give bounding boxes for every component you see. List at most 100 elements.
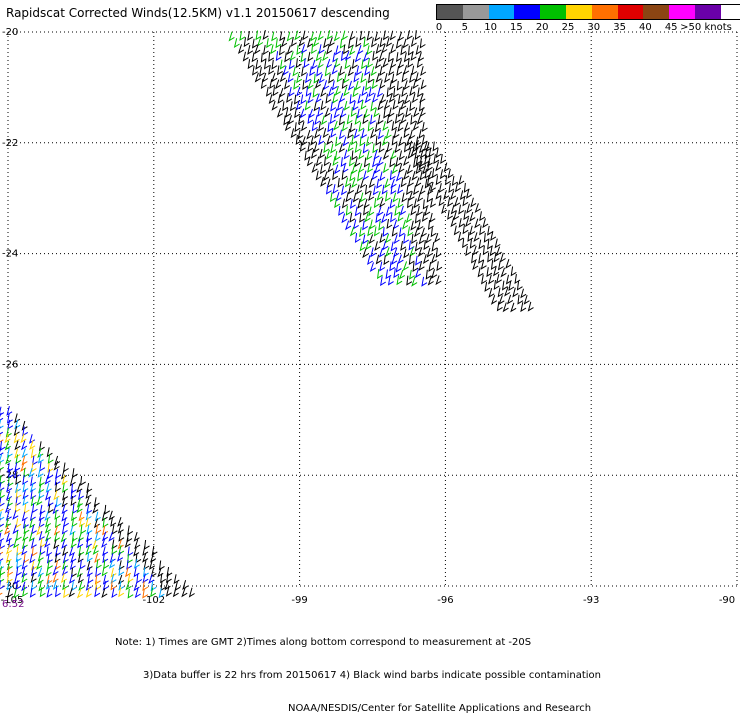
wind-barb <box>262 45 269 55</box>
wind-barb <box>102 517 109 528</box>
wind-barb <box>4 525 11 535</box>
wind-barb <box>80 524 87 535</box>
wind-barb <box>111 539 118 550</box>
wind-barb <box>52 504 59 515</box>
wind-barb <box>417 52 425 62</box>
wind-barb <box>403 128 410 139</box>
wind-barb <box>333 31 340 42</box>
wind-barb <box>277 93 284 104</box>
wind-barb <box>338 129 345 140</box>
wind-barb <box>415 155 422 166</box>
wind-barb <box>94 511 101 522</box>
wind-barb <box>296 73 303 84</box>
wind-barb <box>447 168 454 179</box>
wind-barb <box>409 86 416 97</box>
wind-barb <box>4 503 12 514</box>
wind-barb <box>142 545 149 556</box>
wind-barb <box>54 509 61 520</box>
wind-barb <box>370 37 377 48</box>
wind-barb <box>318 135 325 146</box>
wind-barb <box>54 546 61 557</box>
wind-barb <box>310 135 317 146</box>
wind-barb <box>70 489 77 500</box>
wind-barb <box>102 553 109 564</box>
wind-barb <box>338 66 345 77</box>
wind-barb <box>150 552 157 563</box>
wind-barb <box>134 539 141 550</box>
wind-barb <box>469 225 476 236</box>
wind-barb <box>351 150 358 161</box>
wind-barb <box>315 170 322 181</box>
wind-barb <box>300 94 307 105</box>
wind-barb <box>365 80 371 91</box>
note-line-3: NOAA/NESDIS/Center for Satellite Applica… <box>288 703 592 714</box>
wind-barb <box>13 425 20 436</box>
wind-barb <box>333 120 340 131</box>
wind-barb <box>133 531 140 542</box>
wind-barb <box>14 462 21 473</box>
wind-barb <box>21 545 28 556</box>
wind-barb <box>379 94 387 104</box>
wind-barb <box>85 517 92 528</box>
wind-barb <box>412 262 419 273</box>
wind-barb <box>421 122 428 132</box>
wind-barb <box>110 573 117 584</box>
wind-barb <box>382 227 389 238</box>
wind-barb <box>21 420 28 431</box>
wind-barb <box>428 147 435 158</box>
wind-barb <box>294 108 301 119</box>
wind-barb <box>403 142 410 153</box>
wind-barb <box>288 86 295 97</box>
wind-barb <box>350 135 357 146</box>
wind-barb <box>326 29 333 40</box>
wind-barb <box>0 546 4 555</box>
wind-barb <box>279 72 286 83</box>
wind-barb <box>76 497 83 508</box>
wind-barb <box>314 128 321 139</box>
wind-barb <box>396 80 403 91</box>
wind-barb <box>22 475 29 485</box>
wind-barb <box>424 178 431 189</box>
wind-barb <box>395 171 402 182</box>
wind-barb <box>457 231 464 242</box>
wind-barb <box>431 269 438 279</box>
wind-barb <box>454 197 461 208</box>
wind-barb <box>14 419 21 430</box>
wind-barb <box>378 142 385 153</box>
wind-barb <box>55 497 62 508</box>
wind-barb <box>357 45 364 55</box>
wind-barb <box>372 185 379 196</box>
wind-barb <box>302 30 309 41</box>
latitude-label: -22 <box>2 138 18 149</box>
wind-barb <box>360 99 367 110</box>
wind-barb <box>304 73 311 84</box>
wind-barb <box>401 87 408 98</box>
wind-barb <box>394 206 401 216</box>
wind-barb <box>68 546 76 557</box>
wind-barb <box>60 469 68 480</box>
wind-barb <box>493 252 500 263</box>
wind-barb <box>517 294 524 305</box>
wind-barb <box>0 580 5 590</box>
wind-barb <box>378 247 385 258</box>
wind-barb <box>382 30 389 41</box>
wind-barb <box>403 170 410 180</box>
wind-barb <box>288 59 295 70</box>
wind-barb <box>318 44 325 55</box>
wind-barb <box>469 238 476 249</box>
wind-barb <box>320 87 327 98</box>
wind-barb <box>325 184 332 195</box>
wind-barb <box>385 269 392 280</box>
wind-barb <box>296 45 303 56</box>
wind-barb <box>312 87 319 98</box>
wind-barb <box>397 107 404 118</box>
wind-barb <box>418 260 425 271</box>
wind-barb <box>418 161 425 171</box>
wind-barb <box>324 66 331 77</box>
wind-barb <box>498 295 505 305</box>
wind-barb <box>374 31 381 42</box>
wind-barb <box>384 72 391 83</box>
wind-barb <box>363 52 370 63</box>
wind-barb <box>391 255 398 266</box>
wind-barb <box>447 209 454 220</box>
